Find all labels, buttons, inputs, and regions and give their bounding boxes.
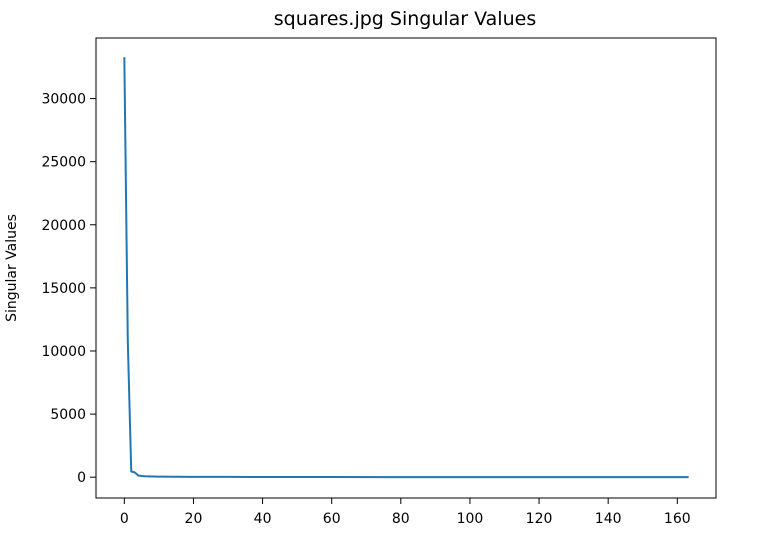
x-axis: 0 20 40 60 80 100 120 140 160 <box>120 498 691 527</box>
axes-frame <box>95 37 717 499</box>
x-tick-label: 100 <box>457 511 484 527</box>
series-layer <box>123 57 689 479</box>
x-tick-label: 80 <box>392 511 410 527</box>
x-tick-label: 40 <box>254 511 272 527</box>
y-axis-label: Singular Values <box>4 214 20 322</box>
y-tick-label: 20000 <box>41 218 86 234</box>
y-tick-label: 30000 <box>41 92 86 108</box>
x-tick-label: 140 <box>595 511 622 527</box>
chart-title: squares.jpg Singular Values <box>274 8 536 30</box>
x-tick-label: 20 <box>185 511 203 527</box>
y-axis: 0 5000 10000 15000 20000 25000 30000 <box>41 92 96 486</box>
y-tick-label: 5000 <box>50 407 86 423</box>
x-tick-label: 60 <box>323 511 341 527</box>
y-tick-label: 25000 <box>41 155 86 171</box>
y-tick-label: 15000 <box>41 281 86 297</box>
y-tick-label: 0 <box>77 470 86 486</box>
x-tick-label: 0 <box>120 511 129 527</box>
y-tick-label: 10000 <box>41 344 86 360</box>
x-tick-label: 120 <box>526 511 553 527</box>
series-line <box>123 57 689 479</box>
x-tick-label: 160 <box>664 511 691 527</box>
